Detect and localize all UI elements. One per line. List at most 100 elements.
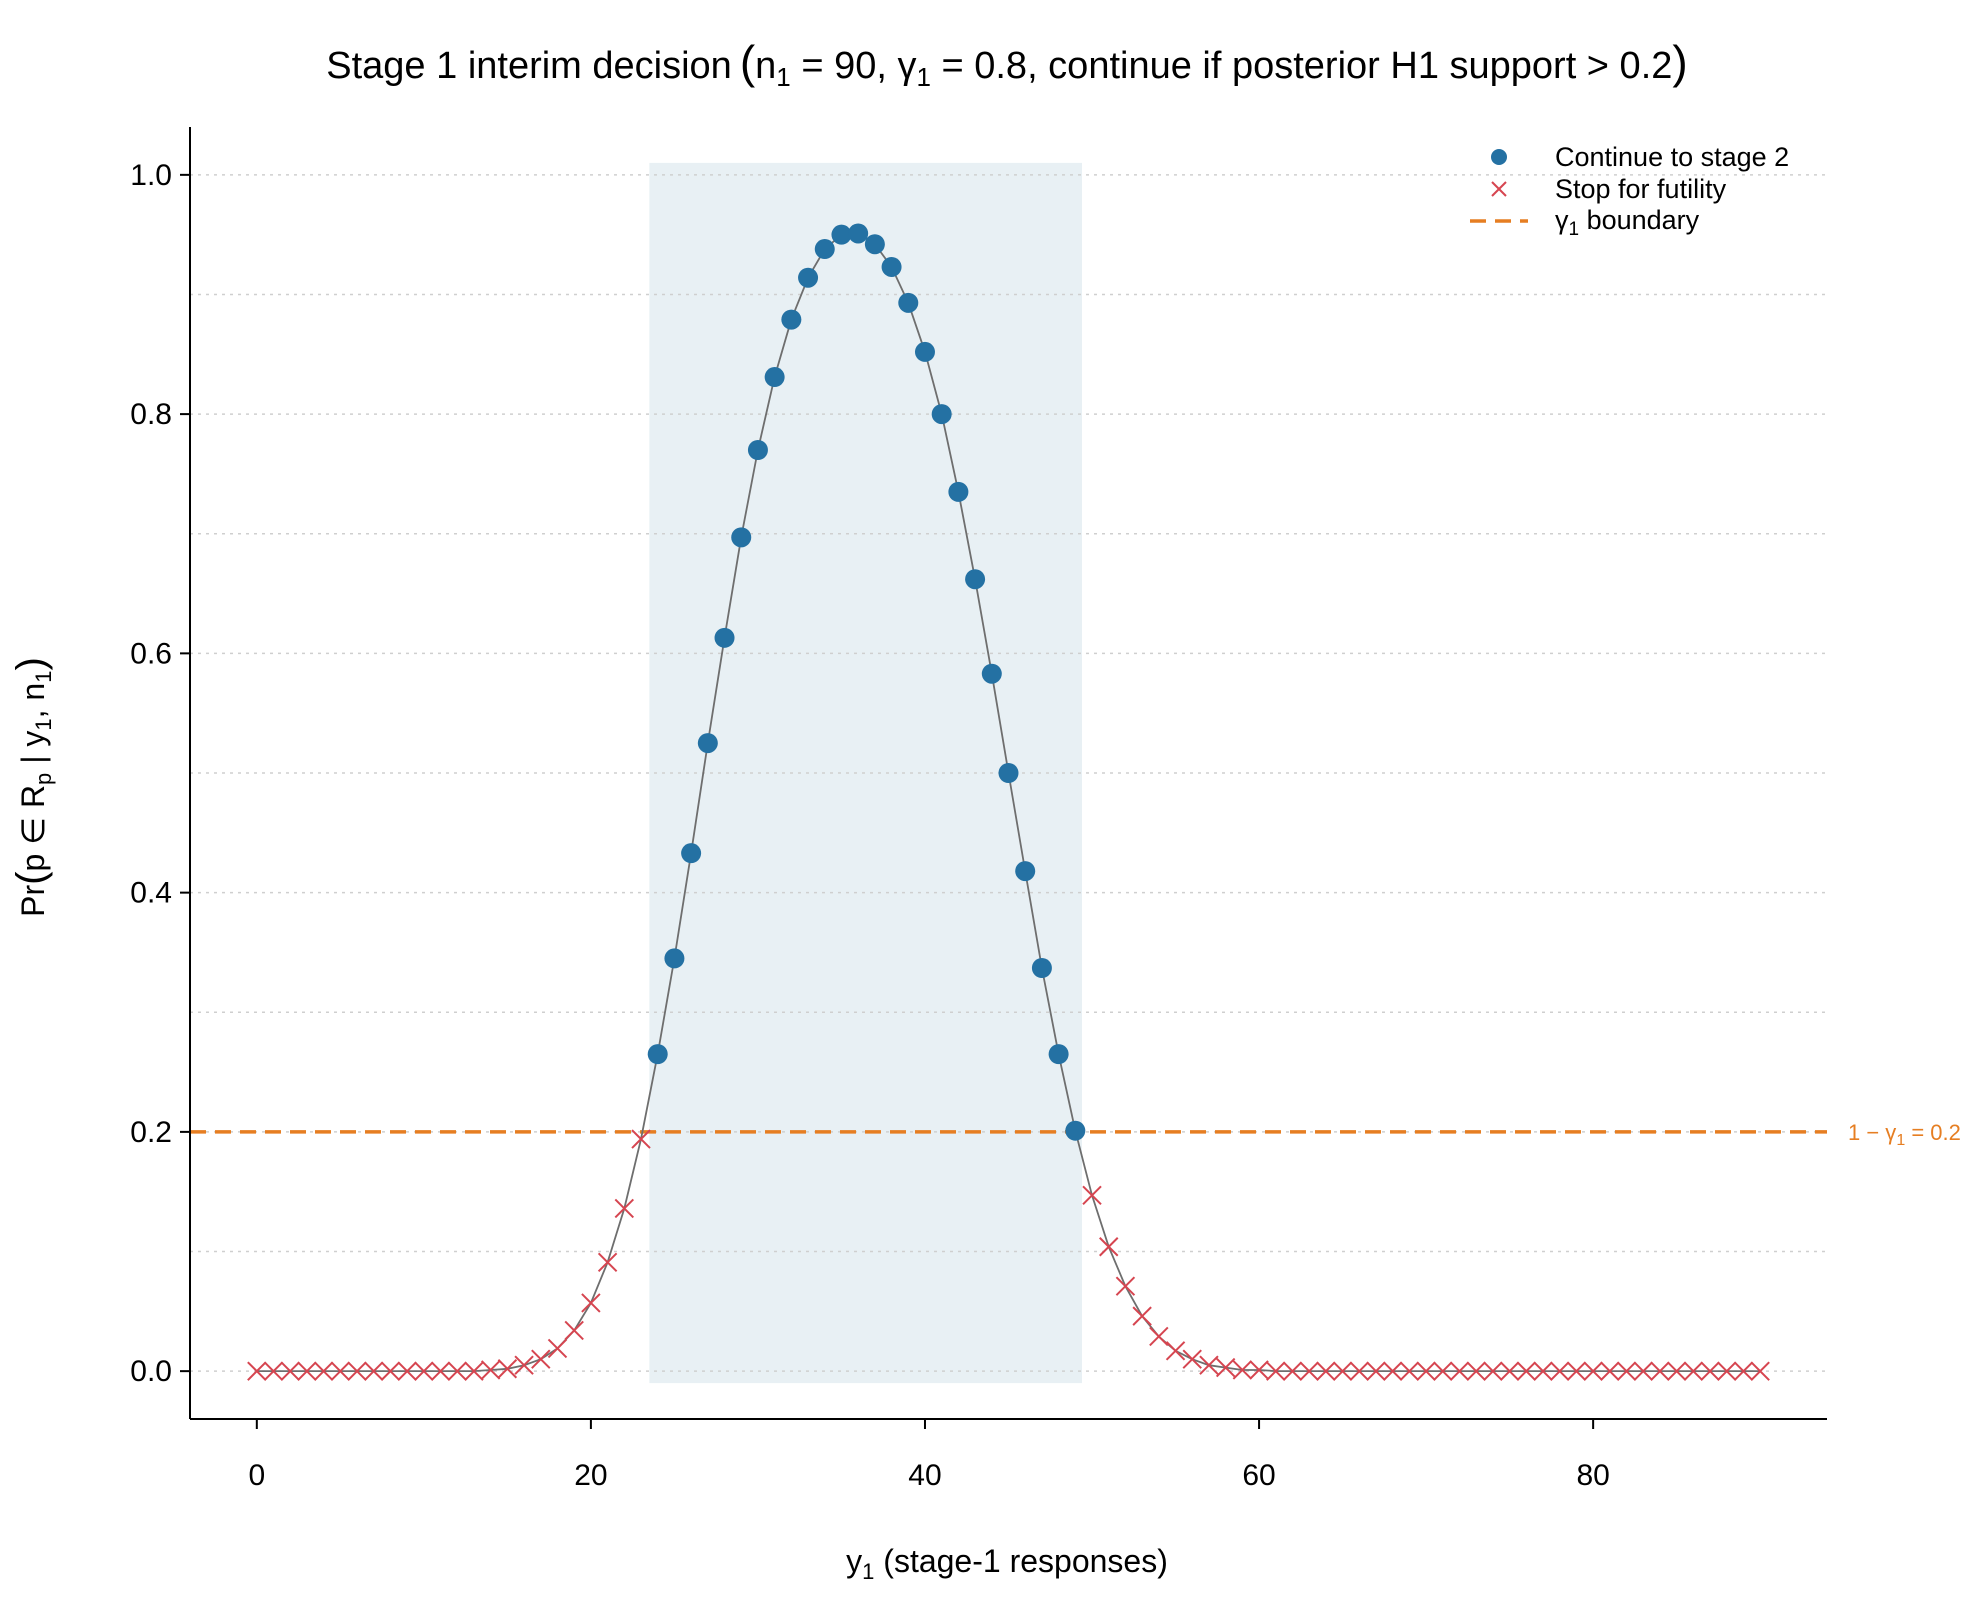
stop-point — [1700, 1361, 1720, 1381]
stop-point — [1266, 1361, 1286, 1381]
axes-layer — [189, 127, 1827, 1420]
stop-point — [1249, 1360, 1269, 1380]
stop-point — [1149, 1326, 1169, 1347]
stop-point — [1349, 1361, 1369, 1381]
x-tick-label: 60 — [1242, 1459, 1275, 1492]
continue-point — [831, 224, 852, 245]
stop-point — [1717, 1361, 1737, 1381]
stop-point — [1616, 1361, 1637, 1381]
stop-point — [1316, 1361, 1336, 1381]
legend-stop-marker — [1491, 181, 1507, 197]
stop-point — [1750, 1361, 1770, 1381]
continue-point — [681, 843, 702, 864]
y-axis-label: Pr(p ∈ Rp | y1, n1) — [9, 657, 56, 917]
y-tick-label: 1.0 — [130, 159, 172, 192]
stop-point — [1399, 1361, 1420, 1381]
stop-point — [1232, 1360, 1253, 1380]
stop-point — [1566, 1361, 1587, 1381]
stop-point — [547, 1338, 568, 1359]
stop-point — [1282, 1361, 1303, 1381]
stop-point — [1416, 1361, 1436, 1381]
continue-point — [1048, 1044, 1069, 1065]
stop-point — [531, 1349, 551, 1369]
stop-point — [1449, 1361, 1470, 1381]
stop-point — [380, 1361, 401, 1381]
legend: Continue to stage 2 Stop for futility γ1… — [1470, 142, 1789, 240]
stop-point — [1332, 1361, 1353, 1381]
stop-point — [1600, 1361, 1620, 1381]
stop-point — [297, 1361, 317, 1381]
continue-point — [697, 733, 718, 754]
stop-point — [1466, 1361, 1486, 1381]
ticks-layer: 0.0 0.2 0.4 0.6 0.8 1.0 0 20 40 60 80 — [130, 159, 1610, 1492]
y-tick-label: 0.0 — [130, 1355, 172, 1388]
legend-continue-marker — [1491, 149, 1507, 165]
stop-point — [397, 1361, 417, 1381]
continue-point — [998, 763, 1019, 783]
continue-point — [864, 234, 885, 255]
stop-point — [313, 1361, 334, 1381]
stop-point — [1583, 1361, 1603, 1381]
title-gamma-symbol: γ — [897, 45, 916, 87]
stop-point — [414, 1361, 434, 1381]
continue-point — [714, 627, 735, 648]
x-tick-label: 40 — [908, 1459, 941, 1492]
continue-point — [948, 481, 969, 502]
stop-point — [1366, 1361, 1386, 1381]
stop-point — [597, 1252, 618, 1272]
stop-point — [1199, 1355, 1219, 1375]
stop-point — [1215, 1357, 1236, 1378]
stop-point — [1182, 1349, 1202, 1369]
stop-point — [1499, 1361, 1520, 1381]
stop-point — [1132, 1306, 1152, 1326]
stop-point — [1382, 1361, 1403, 1381]
stop-point — [1683, 1361, 1704, 1381]
stop-point — [247, 1361, 267, 1381]
stop-point — [1082, 1185, 1102, 1205]
stop-point — [497, 1359, 518, 1379]
stop-point — [1733, 1361, 1754, 1381]
y-axis-label-c: | y — [15, 731, 51, 773]
stop-point — [1533, 1361, 1553, 1381]
legend-stop-label: Stop for futility — [1555, 174, 1727, 204]
title-paren-open: ( — [740, 36, 756, 88]
boundary-label-sub: 1 — [1896, 1132, 1905, 1149]
continue-point — [981, 663, 1002, 684]
continue-point — [647, 1044, 668, 1065]
y-axis-label-d-sub: 1 — [31, 671, 56, 683]
legend-boundary-rest: boundary — [1579, 205, 1700, 235]
y-tick-label: 0.4 — [130, 877, 172, 910]
y-axis-label-d: , n — [15, 683, 51, 719]
continue-point — [965, 569, 986, 590]
x-tick-label: 20 — [574, 1459, 607, 1492]
stop-point — [1299, 1361, 1319, 1381]
chart-title: Stage 1 interim decision (n1 = 90, γ1 = 0… — [326, 36, 1687, 92]
x-tick-label: 0 — [248, 1459, 265, 1492]
y-axis-label-b-sub: p — [31, 773, 56, 785]
stop-point — [430, 1361, 451, 1381]
title-n-symbol: n — [755, 45, 776, 87]
x-axis-label-sub: 1 — [862, 1559, 874, 1584]
title-gamma-value: = 0.8, continue if posterior H1 support … — [931, 45, 1672, 87]
stop-point — [1099, 1237, 1119, 1257]
stop-point — [1666, 1361, 1687, 1381]
y-tick-label: 0.6 — [130, 637, 172, 670]
continue-point — [664, 948, 685, 969]
stop-point — [1650, 1361, 1670, 1381]
title-prefix: Stage 1 interim decision — [326, 45, 732, 87]
continue-point — [898, 292, 919, 313]
stop-point — [263, 1361, 284, 1381]
stop-point — [1165, 1341, 1186, 1361]
stop-point — [564, 1320, 584, 1341]
x-axis-label: y1 (stage-1 responses) — [846, 1543, 1168, 1584]
stop-point — [280, 1361, 300, 1381]
x-axis-label-rest: (stage-1 responses) — [874, 1543, 1167, 1579]
continue-point — [931, 404, 952, 425]
title-n-value: = 90, — [791, 45, 898, 87]
continue-point — [1031, 957, 1052, 978]
stop-point — [1550, 1361, 1570, 1381]
continue-point — [798, 267, 819, 288]
stop-point — [1633, 1361, 1653, 1381]
x-axis-label-main: y — [846, 1543, 862, 1579]
boundary-label-main: 1 − γ — [1848, 1120, 1896, 1145]
